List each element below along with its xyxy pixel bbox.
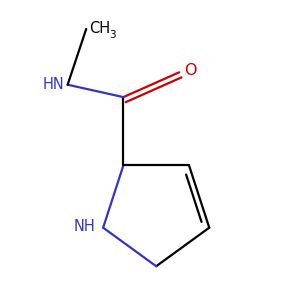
Text: HN: HN bbox=[43, 77, 64, 92]
Text: O: O bbox=[184, 63, 196, 78]
Text: CH: CH bbox=[89, 21, 110, 36]
Text: 3: 3 bbox=[110, 29, 116, 40]
Text: NH: NH bbox=[74, 219, 95, 234]
